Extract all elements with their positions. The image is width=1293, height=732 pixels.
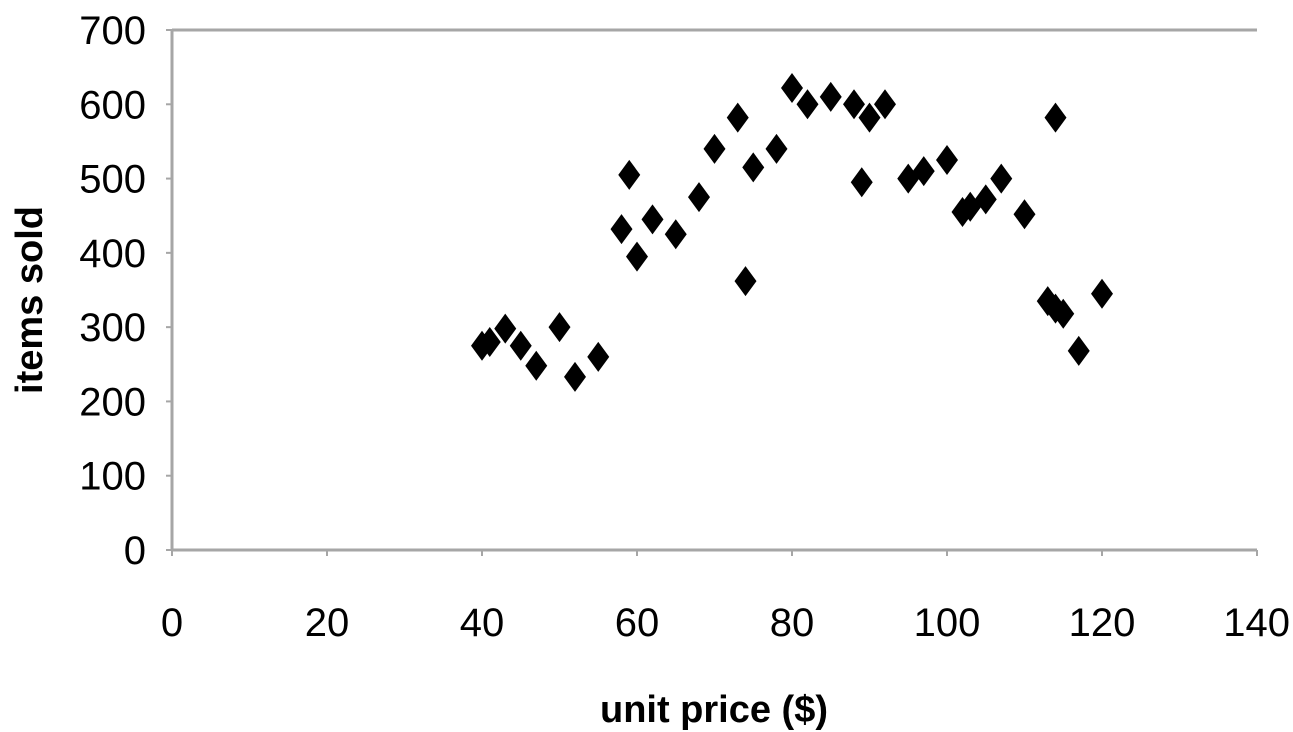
y-tick-label: 500 xyxy=(79,158,146,202)
data-point xyxy=(726,102,749,133)
data-point xyxy=(912,156,935,187)
data-point xyxy=(819,81,842,112)
data-point xyxy=(610,214,633,245)
y-axis-tick-labels: 0 100 200 300 400 500 600 700 xyxy=(79,9,146,573)
x-tick-label: 100 xyxy=(914,601,981,645)
data-points xyxy=(471,72,1113,392)
y-tick-label: 200 xyxy=(79,380,146,424)
data-point xyxy=(509,330,532,361)
data-point xyxy=(1044,102,1067,133)
data-point xyxy=(1013,199,1036,230)
x-tick-label: 60 xyxy=(615,601,660,645)
data-point xyxy=(742,152,765,183)
y-axis-ticks xyxy=(166,29,172,551)
data-point xyxy=(688,182,710,213)
data-point xyxy=(703,133,726,164)
data-point xyxy=(494,313,517,344)
y-axis-title: items sold xyxy=(9,206,51,394)
data-point xyxy=(843,89,865,120)
data-point xyxy=(626,241,648,272)
data-point xyxy=(618,159,641,190)
data-point xyxy=(564,361,586,392)
y-tick-label: 400 xyxy=(79,232,146,276)
data-point xyxy=(874,89,896,120)
x-tick-label: 120 xyxy=(1069,601,1136,645)
plot-area xyxy=(170,28,1257,552)
data-point xyxy=(1091,278,1113,309)
x-axis-title: unit price ($) xyxy=(600,689,828,731)
y-tick-label: 0 xyxy=(124,529,146,573)
x-tick-label: 0 xyxy=(161,601,183,645)
data-point xyxy=(936,145,958,175)
data-point xyxy=(641,204,664,235)
y-tick-label: 300 xyxy=(79,306,146,350)
data-point xyxy=(1052,298,1075,329)
y-tick-label: 100 xyxy=(79,455,146,499)
data-point xyxy=(796,89,819,120)
data-point xyxy=(1067,335,1090,366)
y-tick-label: 600 xyxy=(79,83,146,127)
x-axis-tick-labels: 0 20 40 60 80 100 120 140 xyxy=(161,601,1290,645)
data-point xyxy=(974,184,997,215)
y-tick-label: 700 xyxy=(79,9,146,53)
data-point xyxy=(765,133,788,164)
data-point xyxy=(858,102,881,133)
data-point xyxy=(548,312,571,343)
data-point xyxy=(664,219,687,250)
data-point xyxy=(734,266,757,297)
data-point xyxy=(478,327,501,357)
data-point xyxy=(587,341,610,372)
x-tick-label: 140 xyxy=(1223,601,1290,645)
x-tick-label: 20 xyxy=(305,601,350,645)
x-tick-label: 80 xyxy=(770,601,815,645)
x-axis-ticks xyxy=(171,550,1258,556)
data-point xyxy=(781,72,803,103)
data-point xyxy=(525,350,548,381)
data-point xyxy=(850,167,873,198)
x-tick-label: 40 xyxy=(460,601,505,645)
data-point xyxy=(990,163,1013,194)
